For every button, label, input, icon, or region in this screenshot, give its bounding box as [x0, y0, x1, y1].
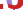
Legend: Complete Streets, Major Infrastructure, Intersection Improvements, Bicycle and P: Complete Streets, Major Infrastructure, …	[12, 0, 23, 14]
Wedge shape	[14, 2, 16, 7]
Wedge shape	[14, 2, 16, 7]
Wedge shape	[11, 7, 17, 12]
Wedge shape	[11, 7, 16, 9]
Wedge shape	[11, 5, 16, 7]
Wedge shape	[16, 2, 21, 12]
Wedge shape	[11, 2, 16, 7]
